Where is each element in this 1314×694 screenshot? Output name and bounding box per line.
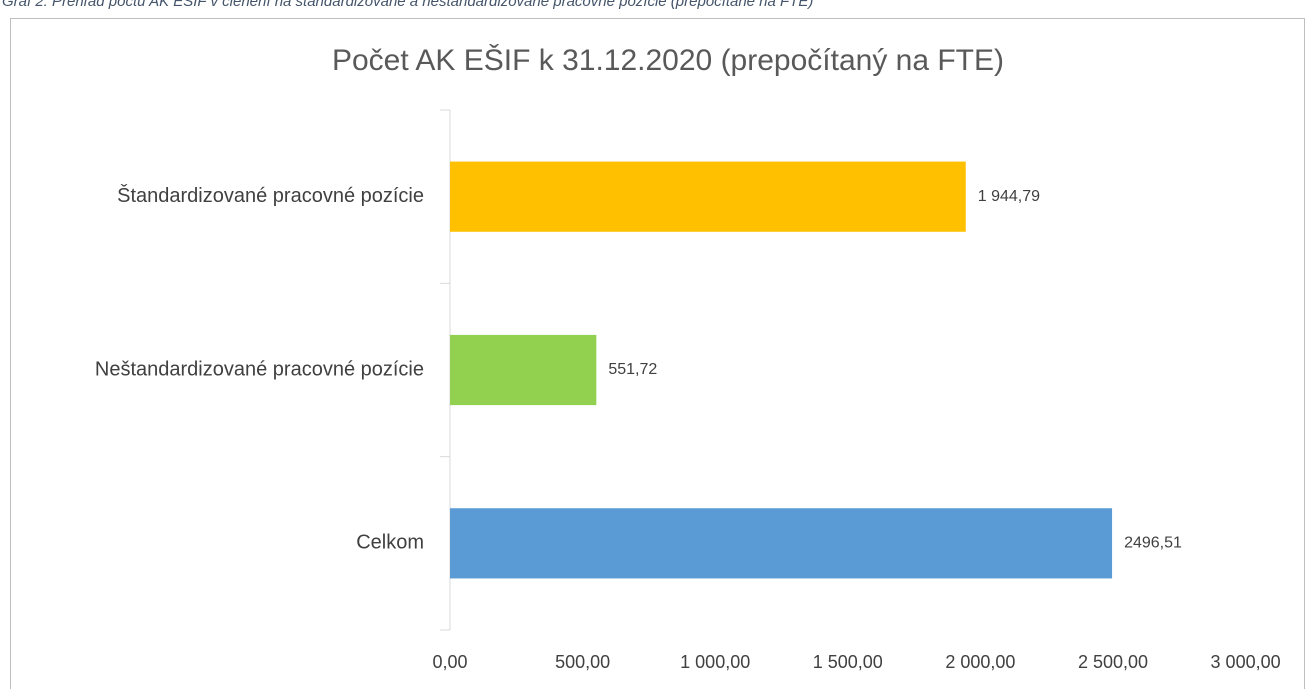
x-tick-label: 3 000,00 [1211, 652, 1281, 672]
caption: Graf 2: Prehľad počtu AK EŠIF v členení … [2, 0, 813, 10]
x-tick-label: 500,00 [555, 652, 610, 672]
x-tick-label: 1 000,00 [680, 652, 750, 672]
bar [450, 161, 966, 232]
y-tick-label: Štandardizované pracovné pozície [117, 184, 424, 207]
x-tick-label: 2 000,00 [945, 652, 1015, 672]
value-label: 551,72 [608, 361, 657, 378]
value-label: 1 944,79 [978, 188, 1040, 205]
y-tick-label: Celkom [356, 532, 424, 554]
x-tick-label: 0,00 [432, 652, 467, 672]
bar [450, 508, 1113, 579]
chart-title: Počet AK EŠIF k 31.12.2020 (prepočítaný … [332, 43, 1004, 77]
chart-frame [10, 18, 1305, 694]
x-tick-label: 2 500,00 [1078, 652, 1148, 672]
bar [450, 334, 597, 406]
value-label: 2496,51 [1124, 535, 1182, 552]
x-tick-label: 1 500,00 [813, 652, 883, 672]
y-tick-label: Neštandardizované pracovné pozície [95, 358, 424, 380]
